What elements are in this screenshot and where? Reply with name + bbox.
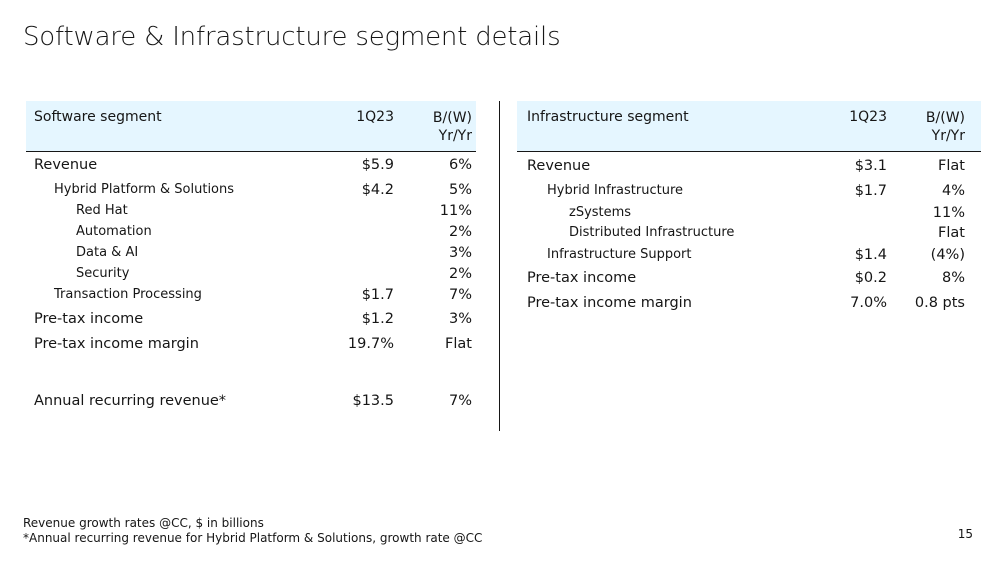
period-header: 1Q23 [849,109,887,125]
row-label: Pre-tax income margin [527,295,692,311]
footnote-line: Revenue growth rates @CC, $ in billions [23,516,264,530]
table-row: Pre-tax income $1.2 3% [26,311,476,332]
row-change: 0.8 pts [914,295,965,311]
column-divider [499,101,500,431]
row-value: 7.0% [850,295,887,311]
row-value: $4.2 [361,182,394,198]
row-value: $1.2 [361,311,394,327]
row-label: Red Hat [76,203,128,218]
table-row: Transaction Processing $1.7 7% [26,287,476,308]
row-label: Transaction Processing [54,287,202,302]
footnote-line: *Annual recurring revenue for Hybrid Pla… [23,531,483,545]
row-label: Data & AI [76,245,139,260]
row-change: Flat [445,336,472,352]
row-change: 4% [941,183,965,199]
row-value: 19.7% [347,336,394,352]
table-row: Red Hat 11% [26,203,476,224]
segment-header: Software segment [34,109,162,125]
table-header: Software segment 1Q23 B/(W) Yr/Yr [26,101,476,152]
row-label: Pre-tax income [34,311,144,327]
row-value: $1.7 [361,287,394,303]
row-label: Hybrid Infrastructure [547,183,684,198]
row-change: Flat [938,225,965,241]
row-value: $5.9 [361,157,394,173]
row-change: 3% [448,311,472,327]
change-header: B/(W) Yr/Yr [899,109,965,145]
software-segment-table: Software segment 1Q23 B/(W) Yr/Yr Revenu… [26,101,476,409]
row-label: Automation [76,224,152,239]
change-header: B/(W) Yr/Yr [406,109,472,145]
row-change: 7% [448,287,472,303]
change-header-line1: B/(W) [925,110,965,126]
row-change: 6% [448,157,472,173]
row-label: Pre-tax income margin [34,336,199,352]
row-change: Flat [938,158,965,174]
row-change: 2% [448,266,472,282]
row-change: 11% [932,205,965,221]
footnotes: Revenue growth rates @CC, $ in billions … [23,516,482,546]
infrastructure-segment-table: Infrastructure segment 1Q23 B/(W) Yr/Yr … [517,101,981,311]
table-row: Pre-tax income margin 7.0% 0.8 pts [517,295,981,316]
row-label: Pre-tax income [527,270,637,286]
row-change: 5% [448,182,472,198]
row-change: 8% [941,270,965,286]
table-row: Revenue $3.1 Flat [517,158,981,179]
table-row: Data & AI 3% [26,245,476,266]
row-value: $1.7 [854,183,887,199]
row-label: Security [76,266,130,281]
table-row: Infrastructure Support $1.4 (4%) [517,247,981,268]
table-row: Security 2% [26,266,476,287]
row-label: Infrastructure Support [547,247,692,262]
segment-header: Infrastructure segment [527,109,689,125]
row-change: 2% [448,224,472,240]
table-row: Annual recurring revenue* $13.5 7% [26,393,476,414]
table-row: Automation 2% [26,224,476,245]
row-label: Revenue [527,158,591,174]
row-change: (4%) [930,247,965,263]
table-row: Hybrid Infrastructure $1.7 4% [517,183,981,204]
table-row: Distributed Infrastructure Flat [517,225,981,246]
table-row: Hybrid Platform & Solutions $4.2 5% [26,182,476,203]
page-number: 15 [957,527,973,541]
table-header: Infrastructure segment 1Q23 B/(W) Yr/Yr [517,101,981,152]
row-value: $1.4 [854,247,887,263]
row-value: $0.2 [854,270,887,286]
change-header-line2: Yr/Yr [931,128,965,144]
table-row: Revenue $5.9 6% [26,157,476,178]
row-label: zSystems [569,205,632,220]
row-change: 7% [448,393,472,409]
row-change: 3% [448,245,472,261]
change-header-line1: B/(W) [432,110,472,126]
row-change: 11% [439,203,472,219]
page-title: Software & Infrastructure segment detail… [23,22,561,52]
row-label: Hybrid Platform & Solutions [54,182,235,197]
row-label: Distributed Infrastructure [569,225,735,240]
table-row: Pre-tax income margin 19.7% Flat [26,336,476,357]
row-label: Revenue [34,157,98,173]
row-value: $13.5 [352,393,394,409]
change-header-line2: Yr/Yr [438,128,472,144]
row-label: Annual recurring revenue* [34,393,227,409]
row-value: $3.1 [854,158,887,174]
period-header: 1Q23 [356,109,394,125]
table-row: Pre-tax income $0.2 8% [517,270,981,291]
table-row: zSystems 11% [517,205,981,226]
